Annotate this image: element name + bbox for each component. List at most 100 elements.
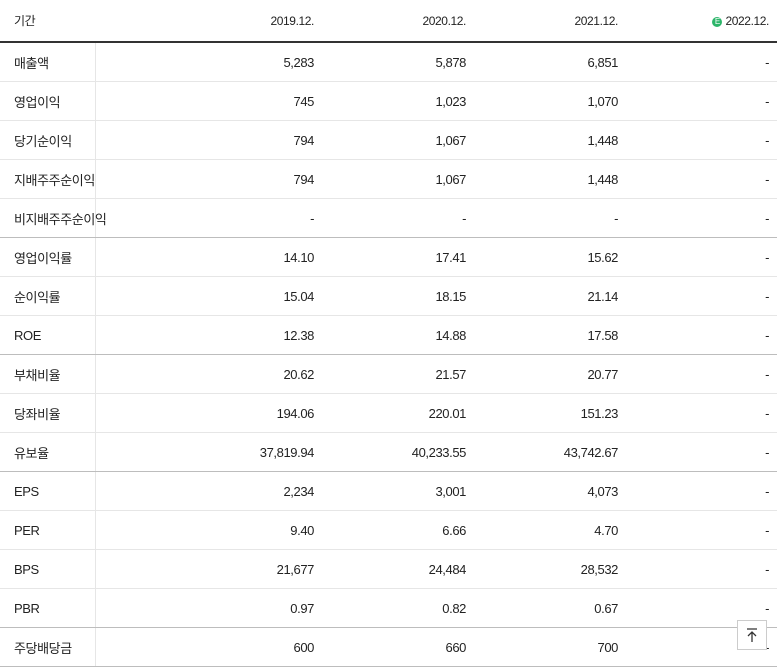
cell-value: 194.06: [95, 393, 322, 433]
cell-value: 40,233.55: [322, 432, 474, 472]
cell-value: 3,001: [322, 471, 474, 511]
cell-value: 660: [322, 627, 474, 667]
cell-value: -: [95, 198, 322, 238]
cell-value: -: [626, 276, 777, 316]
cell-value: 1,448: [474, 120, 626, 160]
cell-value: 43,742.67: [474, 432, 626, 472]
cell-value: 18.15: [322, 276, 474, 316]
cell-value: 21.57: [322, 354, 474, 394]
cell-value: 28,532: [474, 549, 626, 589]
cell-value: 2,234: [95, 471, 322, 511]
data-row: 당좌비율 194.06 220.01 151.23-: [0, 393, 777, 433]
cell-value: -: [626, 315, 777, 355]
period-label: 2022.12.: [725, 13, 769, 28]
data-row: BPS 21,677 24,484 28,532-: [0, 549, 777, 589]
cell-value: 794: [95, 159, 322, 199]
row-label: 비지배주주순이익: [0, 198, 107, 238]
cell-value: 794: [95, 120, 322, 160]
cell-value: -: [626, 42, 777, 82]
row-label: BPS: [0, 549, 96, 589]
cell-value: 37,819.94: [95, 432, 322, 472]
data-row: 유보율 37,819.94 40,233.55 43,742.67-: [0, 432, 777, 472]
data-row: 부채비율 20.62 21.57 20.77-: [0, 354, 777, 394]
cell-value: 20.77: [474, 354, 626, 394]
row-label: 지배주주순이익: [0, 159, 96, 199]
cell-value: 15.04: [95, 276, 322, 316]
cell-value: -: [626, 471, 777, 511]
cell-value: 24,484: [322, 549, 474, 589]
data-row: PER 9.40 6.66 4.70-: [0, 510, 777, 550]
period-label: 2021.12.: [574, 13, 618, 28]
row-label: 주당배당금: [0, 627, 96, 667]
cell-value: 15.62: [474, 237, 626, 277]
cell-value: 6.66: [322, 510, 474, 550]
cell-value: 1,067: [322, 159, 474, 199]
cell-value: 5,878: [322, 42, 474, 82]
cell-value: -: [474, 198, 626, 238]
cell-value: 20.62: [95, 354, 322, 394]
cell-value: 14.88: [322, 315, 474, 355]
cell-value: -: [626, 237, 777, 277]
cell-value: 9.40: [95, 510, 322, 550]
data-row: 매출액 5,283 5,878 6,851-: [0, 42, 777, 82]
row-label: 당좌비율: [0, 393, 96, 433]
row-label: 영업이익률: [0, 237, 96, 277]
data-row: 비지배주주순이익 - - - -: [0, 198, 777, 238]
scroll-top-button[interactable]: [737, 620, 767, 650]
cell-value: 151.23: [474, 393, 626, 433]
cell-value: 220.01: [322, 393, 474, 433]
cell-value: -: [626, 354, 777, 394]
row-label: 당기순이익: [0, 120, 96, 160]
data-row: PBR 0.97 0.82 0.67-: [0, 588, 777, 628]
cell-value: 600: [95, 627, 322, 667]
cell-value: 17.58: [474, 315, 626, 355]
cell-value: 17.41: [322, 237, 474, 277]
cell-value: 1,067: [322, 120, 474, 160]
cell-value: 5,283: [95, 42, 322, 82]
header-period: 2020.12.: [322, 0, 474, 43]
cell-value: 4,073: [474, 471, 626, 511]
data-row: 지배주주순이익 794 1,067 1,448-: [0, 159, 777, 199]
cell-value: -: [626, 198, 777, 238]
row-label: ROE: [0, 315, 96, 355]
header-row: 기간 2019.12. 2020.12. 2021.12. E 2022.12.: [0, 0, 777, 43]
row-label: 유보율: [0, 432, 96, 472]
estimate-badge: E: [712, 16, 723, 27]
data-row: EPS 2,234 3,001 4,073-: [0, 471, 777, 511]
cell-value: 0.97: [95, 588, 322, 628]
cell-value: 745: [95, 81, 322, 121]
data-row: 당기순이익 794 1,067 1,448-: [0, 120, 777, 160]
header-label: 기간: [0, 0, 95, 43]
cell-value: 1,023: [322, 81, 474, 121]
data-row: 주당배당금 600 660 700-: [0, 627, 777, 667]
data-row: 순이익률 15.04 18.15 21.14-: [0, 276, 777, 316]
row-label: EPS: [0, 471, 96, 511]
table-body: 매출액 5,283 5,878 6,851- 영업이익 745 1,023 1,070- 당기순…: [0, 42, 777, 667]
cell-value: 14.10: [95, 237, 322, 277]
row-label: 부채비율: [0, 354, 96, 394]
header-period: 2019.12.: [95, 0, 322, 43]
cell-value: 12.38: [95, 315, 322, 355]
row-label: 매출액: [0, 42, 96, 82]
cell-value: -: [626, 432, 777, 472]
cell-value: 6,851: [474, 42, 626, 82]
cell-value: -: [626, 510, 777, 550]
row-label: PER: [0, 510, 96, 550]
table-header: 기간 2019.12. 2020.12. 2021.12. E 2022.12.: [0, 0, 777, 43]
data-row: 영업이익률 14.10 17.41 15.62-: [0, 237, 777, 277]
cell-value: 700: [474, 627, 626, 667]
cell-value: -: [626, 549, 777, 589]
data-row: ROE 12.38 14.88 17.58-: [0, 315, 777, 355]
row-label: 순이익률: [0, 276, 96, 316]
cell-value: 21.14: [474, 276, 626, 316]
cell-value: -: [626, 159, 777, 199]
cell-value: 21,677: [95, 549, 322, 589]
cell-value: 0.82: [322, 588, 474, 628]
period-label: 2019.12.: [270, 13, 314, 28]
cell-value: 1,448: [474, 159, 626, 199]
cell-value: -: [322, 198, 474, 238]
period-label: 2020.12.: [422, 13, 466, 28]
cell-value: 0.67: [474, 588, 626, 628]
